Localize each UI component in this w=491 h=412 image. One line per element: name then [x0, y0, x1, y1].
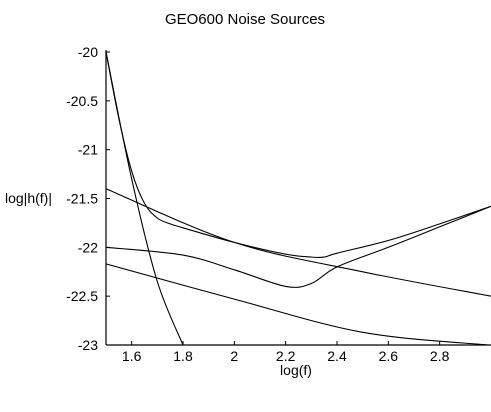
- x-axis-label: log(f): [280, 362, 312, 378]
- x-ticks: 1.6 1.8 2 2.2 2.4 2.6 2.8: [122, 341, 450, 364]
- y-axis-label: log|h(f)|: [5, 190, 52, 206]
- y-tick-label: -23: [78, 337, 98, 353]
- series-line-4: [105, 205, 491, 288]
- y-ticks: -20 -20.5 -21 -21.5 -22 -22.5 -23: [66, 44, 110, 353]
- series-line-5: [105, 51, 491, 259]
- x-tick-label: 2.2: [276, 348, 296, 364]
- y-tick-label: -22.5: [66, 288, 98, 304]
- x-tick-label: 2: [230, 348, 238, 364]
- chart-title: GEO600 Noise Sources: [165, 11, 325, 28]
- x-tick-label: 2.4: [327, 348, 347, 364]
- y-tick-label: -20.5: [66, 93, 98, 109]
- y-tick-label: -21: [78, 142, 98, 158]
- series-line-1: [105, 51, 184, 346]
- x-tick-label: 1.8: [173, 348, 193, 364]
- x-tick-label: 1.6: [122, 348, 142, 364]
- y-tick-label: -21.5: [66, 191, 98, 207]
- series-line-3: [105, 263, 489, 346]
- series: [105, 51, 491, 346]
- x-tick-label: 2.6: [379, 348, 399, 364]
- x-tick-label: 2.8: [430, 348, 450, 364]
- y-tick-label: -20: [78, 44, 98, 60]
- series-line-2: [105, 188, 491, 297]
- y-tick-label: -22: [78, 239, 98, 255]
